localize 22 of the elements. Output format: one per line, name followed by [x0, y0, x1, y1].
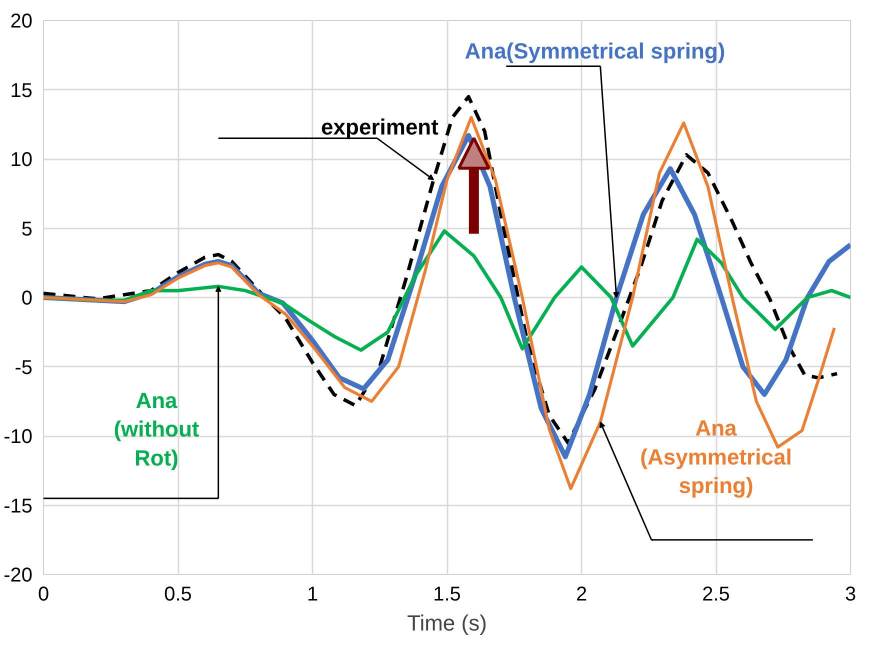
- y-tick-label: -10: [4, 426, 32, 448]
- y-tick-label: 15: [10, 80, 33, 102]
- x-tick-label: 2.5: [702, 584, 730, 606]
- y-tick-label: -5: [14, 356, 33, 379]
- text: Ana(Symmetrical spring): [464, 38, 726, 64]
- line-series: [44, 94, 839, 445]
- x-tick-label: 2: [576, 584, 588, 606]
- series-label: experiment: [321, 114, 440, 140]
- x-tick-label: 0: [38, 584, 50, 606]
- y-tick-label: 0: [21, 288, 32, 310]
- y-tick-label: 20: [10, 10, 33, 32]
- y-tick-label: 10: [10, 149, 33, 171]
- series-label: Ana (Asymmetrical spring): [640, 416, 792, 498]
- x-tick-label: 0.5: [164, 584, 192, 606]
- y-tick-label: -20: [4, 564, 32, 586]
- x-tick-label: 1.5: [433, 584, 461, 606]
- y-tick-label: 5: [21, 218, 32, 240]
- x-axis-title: Time (s): [407, 610, 487, 636]
- text: Ana (without Rot): [114, 388, 200, 470]
- x-tick-label: 1: [306, 584, 318, 606]
- y-tick-label: -15: [4, 495, 32, 518]
- x-tick-label: 3: [844, 584, 856, 606]
